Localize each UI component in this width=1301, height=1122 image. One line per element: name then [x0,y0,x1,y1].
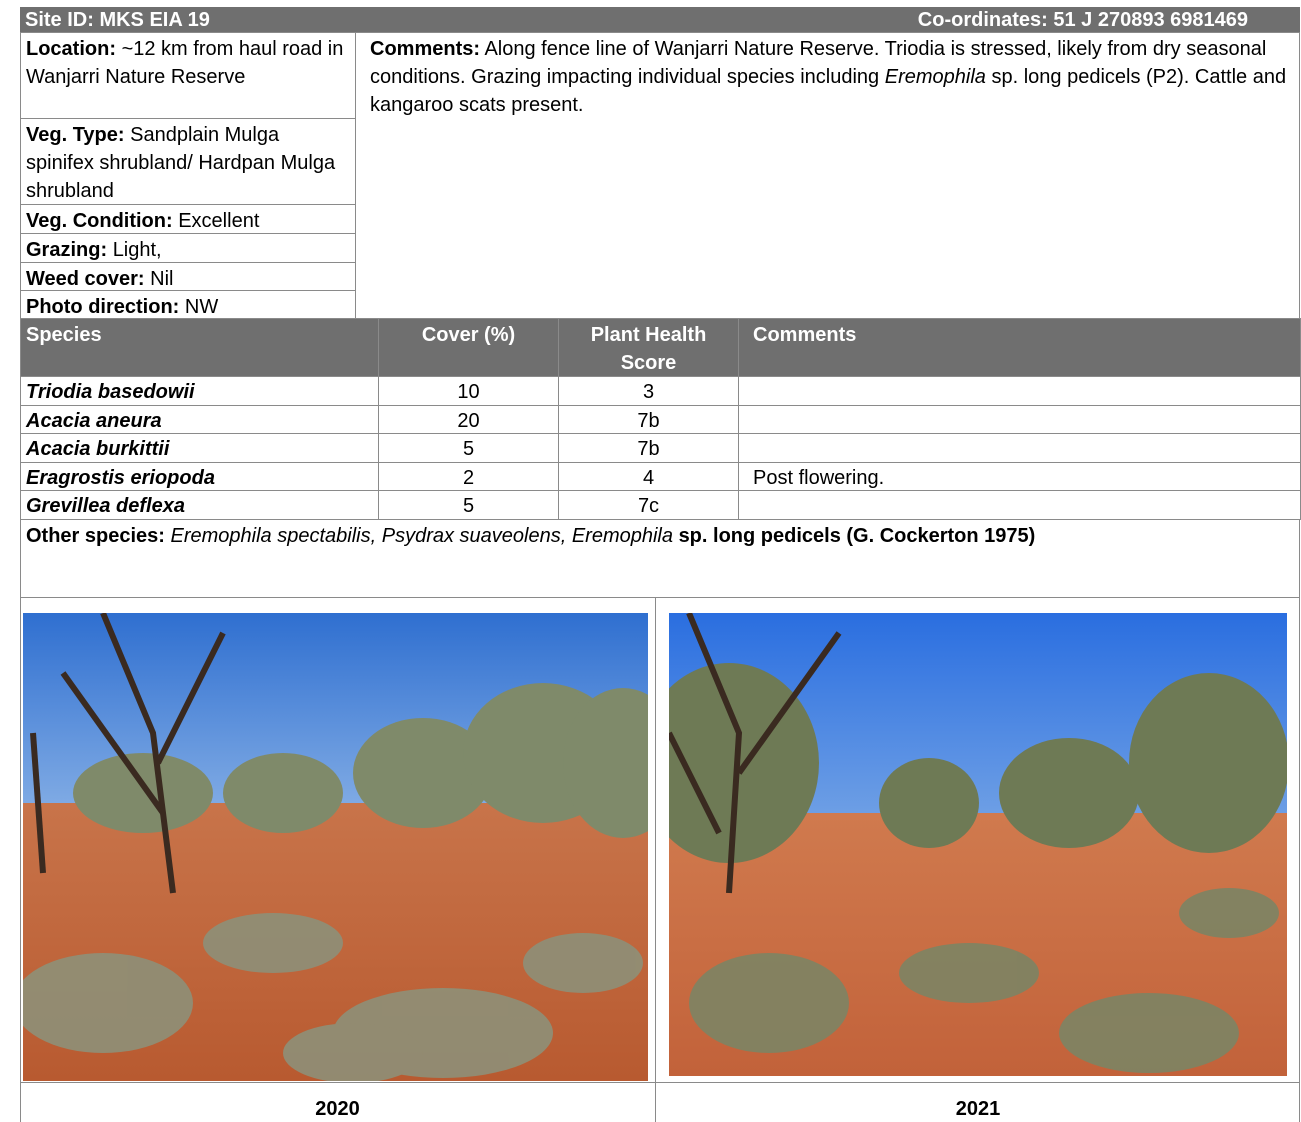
divider [20,1082,1300,1083]
column-header: Cover (%) [378,318,559,377]
field-cell: Weed cover: Nil [20,262,356,291]
coordinates: Co-ordinates: 51 J 270893 6981469 [917,9,1248,31]
field-label: Location: [26,38,116,60]
field-label: Grazing: [26,239,108,261]
other-species-italic: Eremophila spectabilis, Psydrax suaveole… [170,525,673,547]
table-cell: Acacia burkittii [20,433,379,463]
score: 7b [637,409,660,432]
field-cell: Location: ~12 km from haul road in Wanja… [20,32,356,119]
species-name: Acacia burkittii [26,438,170,461]
table-cell: 4 [558,461,739,492]
table-cell: 5 [378,490,559,520]
table-cell [738,376,1301,406]
comments-italic: Eremophila [884,66,986,88]
cover: 10 [457,381,480,403]
field-value: Light, [112,239,162,261]
field-value: NW [184,296,219,318]
table-cell: 10 [378,376,559,406]
header-bar: Site ID: MKS EIA 19 Co-ordinates: 51 J 2… [20,7,1300,32]
field-cell: Grazing: Light, [20,233,356,263]
species-name: Acacia aneura [26,409,162,432]
other-species: Other species: Eremophila spectabilis, P… [20,519,1300,598]
photo-2021 [669,613,1287,1076]
column-header: Plant Health Score [558,318,739,377]
cover: 2 [462,466,475,489]
species-name: Grevillea deflexa [26,495,185,518]
table-cell: 7b [558,404,739,435]
score: 7b [637,438,660,461]
comment: Post flowering. [753,466,885,489]
field-value: Excellent [178,210,260,232]
table-cell: 7b [558,433,739,463]
table-cell: Post flowering. [738,461,1301,492]
field-value: Nil [150,268,174,290]
comments-label: Comments: [370,38,481,60]
table-cell [738,404,1301,435]
table-cell: 2 [378,461,559,492]
field-label: Veg. Condition: [26,210,173,232]
table-cell [738,490,1301,520]
species-name: Eragrostis eriopoda [26,466,215,489]
table-cell: Acacia aneura [20,404,379,435]
field-cell: Veg. Type: Sandplain Mulga spinifex shru… [20,118,356,205]
photo-caption: 2020 [315,1098,360,1120]
score: 3 [642,381,655,403]
column-header: Species [20,318,379,377]
cover: 20 [457,409,480,432]
comments-text-after: sp. long pedicels (P2). Cattle and kanga… [370,66,1287,116]
table-cell: 7c [558,490,739,520]
column-header: Comments [738,318,1301,377]
field-value: Sandplain Mulga spinifex shrubland/ Hard… [26,124,336,202]
other-species-bold: sp. long pedicels (G. Cockerton 1975) [678,525,1036,547]
score: 4 [642,466,655,489]
table-cell: Grevillea deflexa [20,490,379,520]
table-cell: 3 [558,376,739,406]
field-cell: Photo direction: NW [20,290,356,320]
comments-text: Along fence line of Wanjarri Nature Rese… [370,38,1267,88]
table-cell: Triodia basedowii [20,376,379,406]
comments-cell: Comments: Along fence line of Wanjarri N… [355,32,1300,319]
table-cell: 20 [378,404,559,435]
photo-caption: 2021 [955,1098,1001,1120]
photo-2020 [23,613,648,1081]
site-id: Site ID: MKS EIA 19 [25,9,210,31]
cover: 5 [462,438,475,461]
table-cell: Eragrostis eriopoda [20,461,379,492]
field-cell: Veg. Condition: Excellent [20,204,356,234]
field-label: Weed cover: [26,268,145,290]
field-label: Veg. Type: [26,124,125,146]
photo-area [20,597,1300,1122]
divider [655,597,656,1122]
field-label: Photo direction: [26,296,180,318]
cover: 5 [462,495,475,518]
table-cell [738,433,1301,463]
table-cell: 5 [378,433,559,463]
other-species-label: Other species: [26,525,165,547]
field-value: ~12 km from haul road in Wanjarri Nature… [26,38,344,88]
species-name: Triodia basedowii [26,381,195,403]
score: 7c [637,495,660,518]
